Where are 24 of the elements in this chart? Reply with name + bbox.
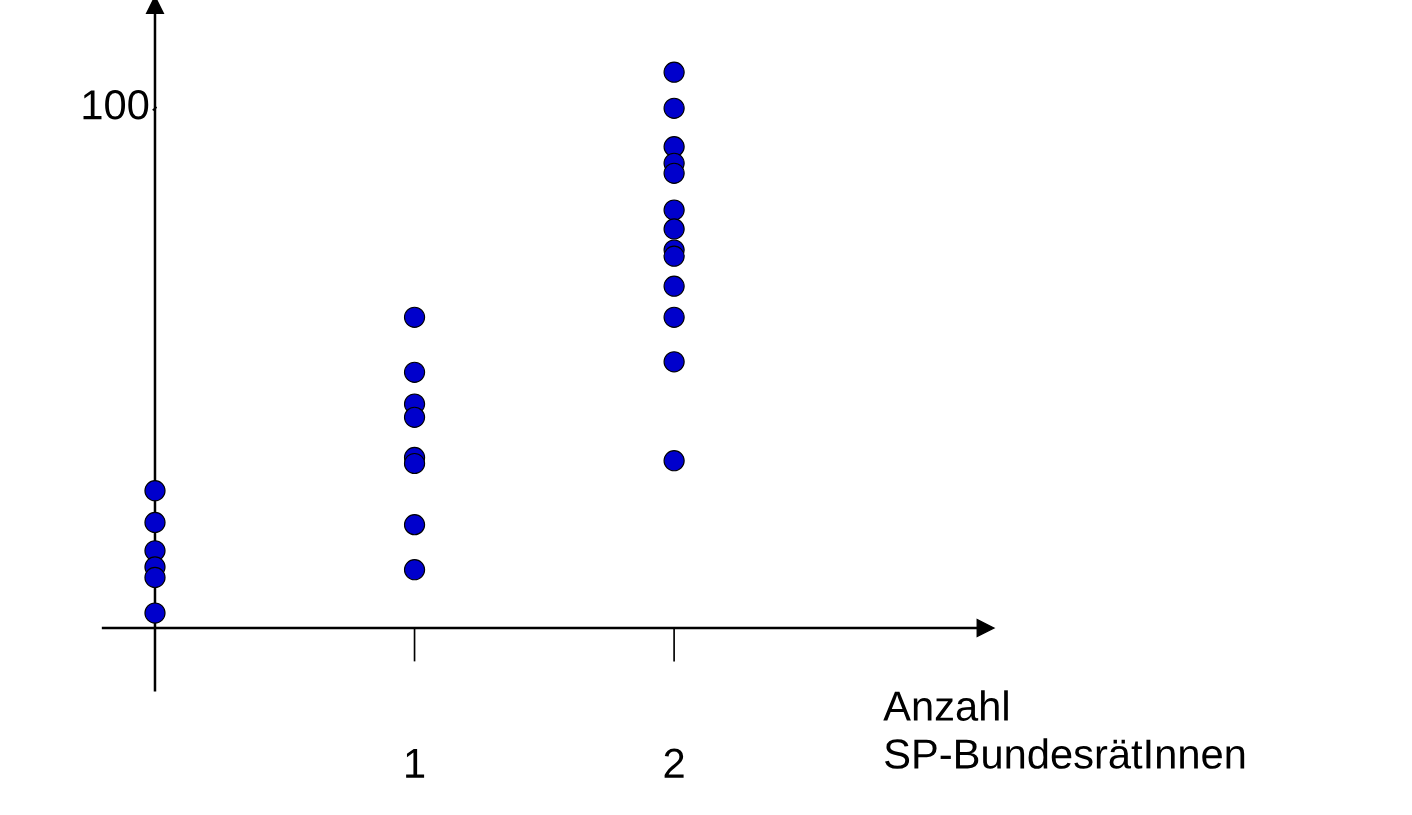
point (403, 361, 426, 383)
point (663, 61, 685, 83)
point (663, 199, 685, 221)
point (144, 511, 166, 534)
point (403, 514, 426, 536)
point (144, 602, 166, 624)
point (663, 306, 685, 328)
point (663, 275, 685, 297)
x-axis-title: Anzahl SP-BundesrätInnen (883, 690, 1245, 769)
point (663, 351, 685, 373)
point (663, 245, 685, 267)
point (663, 218, 685, 240)
point (144, 480, 166, 502)
point (403, 306, 426, 328)
point (663, 450, 685, 472)
point (403, 452, 426, 475)
x-tick-label: 2 (664, 748, 684, 778)
point (663, 162, 685, 184)
point (663, 97, 685, 119)
point (403, 406, 426, 428)
point (144, 566, 166, 589)
annotation: 100 (83, 90, 149, 120)
x-tick-label: 1 (406, 749, 425, 778)
point (403, 559, 426, 581)
